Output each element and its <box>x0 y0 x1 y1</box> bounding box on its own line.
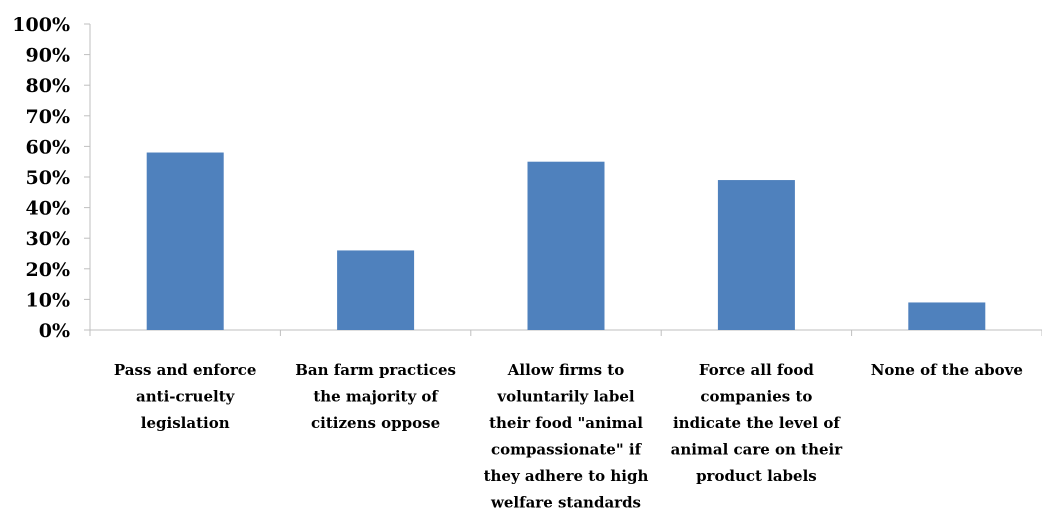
bar <box>337 250 415 330</box>
bars <box>146 152 986 330</box>
x-axis-labels: Pass and enforce anti-cruelty legislation B… <box>114 361 1023 512</box>
y-tick-label: 50% <box>26 167 71 189</box>
y-tick-label: 70% <box>26 106 71 128</box>
x-category-label: Force all food companies to indicate the l… <box>671 361 844 485</box>
x-category-label: Pass and enforce anti-cruelty legislation <box>114 361 257 432</box>
x-category-label-line: citizens oppose <box>311 414 440 432</box>
x-category-label-line: animal care on their <box>671 441 844 459</box>
x-category-label-line: product labels <box>696 467 817 485</box>
x-category-label-line: Force all food <box>699 361 814 379</box>
bar <box>527 161 605 330</box>
bar <box>908 302 986 330</box>
y-tick-label: 0% <box>39 320 70 342</box>
x-category-label-line: they adhere to high <box>484 467 649 485</box>
x-category-label-line: their food "animal <box>489 414 643 432</box>
bar <box>717 180 795 330</box>
x-category-label-line: indicate the level of <box>673 414 841 432</box>
y-tick-label: 90% <box>26 45 71 67</box>
x-category-label-line: companies to <box>700 388 812 406</box>
x-category-label-line: legislation <box>141 414 230 432</box>
x-category-label-line: None of the above <box>871 361 1023 379</box>
x-category-label-line: anti-cruelty <box>136 388 236 406</box>
y-tick-label: 60% <box>26 136 71 158</box>
x-category-label-line: Pass and enforce <box>114 361 257 379</box>
y-tick-label: 20% <box>26 259 71 281</box>
y-tick-label: 10% <box>26 289 71 311</box>
x-category-label-line: welfare standards <box>490 494 641 512</box>
y-tick-label: 80% <box>26 75 71 97</box>
x-category-label-line: Ban farm practices <box>295 361 456 379</box>
y-tick-label: 30% <box>26 228 71 250</box>
x-category-label-line: the majority of <box>313 388 439 406</box>
x-category-label: None of the above <box>871 361 1023 379</box>
x-category-label: Ban farm practices the majority of citizen… <box>295 361 456 432</box>
y-tick-label: 40% <box>26 198 71 220</box>
bar <box>146 152 224 330</box>
y-tick-label: 100% <box>12 14 70 36</box>
x-category-label-line: voluntarily label <box>496 388 635 406</box>
y-axis: 0% 10% 20% 30% 40% 50% 60% 70% 80% 90% 100% <box>12 14 91 342</box>
x-category-label: Allow firms to voluntarily label their foo… <box>484 361 649 512</box>
x-category-label-line: compassionate" if <box>491 441 643 459</box>
x-category-label-line: Allow firms to <box>507 361 624 379</box>
x-axis <box>89 329 1042 336</box>
